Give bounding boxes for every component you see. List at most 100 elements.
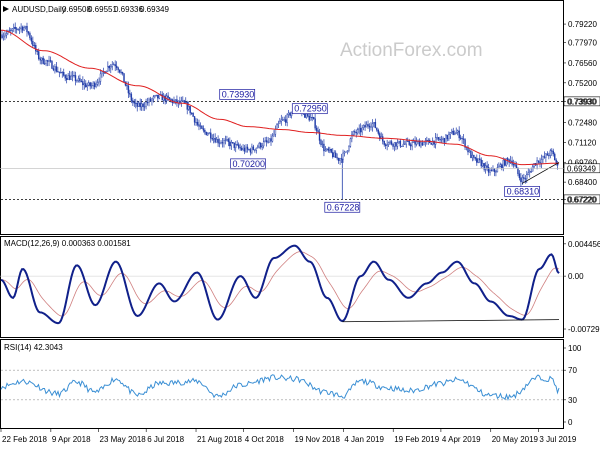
candle-body [362, 125, 365, 128]
candle-body [398, 140, 400, 143]
candle-body [357, 129, 359, 134]
candle-body [220, 142, 222, 144]
candle-body [396, 142, 399, 147]
candle-body [70, 75, 72, 80]
candle-body [427, 139, 429, 141]
candle-body [531, 166, 534, 172]
candle-body [314, 118, 316, 129]
candle-body [140, 103, 143, 108]
candle-body [208, 132, 210, 135]
candle-body [473, 154, 475, 158]
candle-body [540, 159, 543, 164]
candle-body [76, 80, 78, 82]
candle-body [436, 137, 438, 139]
candle-body [454, 133, 456, 135]
annotation-box [504, 186, 541, 197]
candle-body [114, 64, 116, 67]
candle-body [182, 100, 184, 102]
candle-body [533, 163, 535, 167]
candle-body [479, 158, 481, 161]
candle-body [481, 163, 484, 167]
candle-body [92, 82, 94, 86]
candle-body [186, 101, 188, 110]
candle-body [4, 34, 6, 37]
candle-body [320, 140, 322, 145]
candle-body [152, 96, 155, 100]
candle-body [287, 112, 290, 115]
candle-body [13, 26, 15, 29]
candle-body [351, 134, 353, 139]
candle-body [192, 113, 194, 117]
candle-body [120, 71, 122, 73]
candle-body [452, 130, 454, 135]
candle-body [354, 131, 356, 133]
candle-body [346, 150, 349, 152]
candle-body [546, 153, 549, 156]
candle-body [23, 27, 25, 31]
candle-body [470, 150, 472, 159]
candle-body [221, 142, 224, 144]
macd-y-axis: 0.004456 0.00 -0.007298 [563, 240, 600, 334]
x-tick-label: 19 Feb 2019 [394, 435, 439, 444]
candle-body [364, 125, 366, 128]
header-marker-icon [3, 6, 9, 12]
candle-body [154, 95, 156, 97]
last-price-marker: 0.69349 [0, 163, 600, 174]
candle-body [402, 143, 405, 147]
candle-body [223, 140, 225, 144]
candle-body [248, 149, 250, 151]
candle-body [45, 60, 47, 64]
candle-body [68, 75, 71, 80]
candle-body [505, 158, 507, 166]
candle-body [1, 34, 3, 39]
candle-body [155, 94, 158, 96]
x-tick-label: 4 Oct 2018 [245, 435, 285, 444]
candle-body [554, 153, 556, 161]
candle-body [367, 124, 369, 127]
candle-body [117, 67, 119, 71]
candle-body [274, 128, 277, 135]
candle-body [161, 94, 163, 101]
candle-body [423, 142, 425, 146]
candle-body [477, 158, 479, 163]
candle-body [214, 138, 216, 143]
candle-body [433, 140, 435, 145]
annotation-label: 0.67228 [327, 202, 360, 212]
candle-body [196, 122, 199, 125]
candle-body [96, 82, 99, 85]
trend-line [521, 162, 560, 184]
candle-body [11, 28, 13, 31]
candle-body [129, 92, 131, 95]
candle-body [399, 140, 402, 147]
candle-body [384, 144, 387, 146]
candle-body [289, 112, 291, 116]
candle-body [151, 98, 153, 102]
candle-body [379, 133, 381, 140]
candle-body [224, 139, 227, 141]
candle-body [386, 144, 388, 146]
candle-body [448, 134, 450, 140]
candle-body [355, 132, 357, 134]
candle-body [480, 159, 482, 167]
candle-body [352, 131, 355, 136]
candle-body [46, 60, 49, 62]
candle-body [232, 142, 234, 144]
candle-body [343, 151, 346, 154]
candle-body [58, 71, 61, 73]
symbol-header: AUDUSD,Daily [12, 5, 66, 14]
candle-body [195, 122, 197, 124]
last-price-box [563, 163, 600, 174]
macd-y-tick-label: 0.00 [568, 272, 584, 281]
rsi-line [0, 374, 560, 401]
candle-body [205, 131, 208, 136]
candle-body [277, 123, 280, 126]
candle-body [121, 71, 124, 74]
candle-body [336, 157, 338, 159]
candle-body [30, 37, 33, 42]
candle-body [526, 174, 528, 180]
candle-body [110, 66, 112, 69]
candle-body [136, 102, 138, 107]
candle-body [20, 26, 22, 29]
candle-body [237, 144, 240, 148]
candle-body [26, 25, 28, 33]
